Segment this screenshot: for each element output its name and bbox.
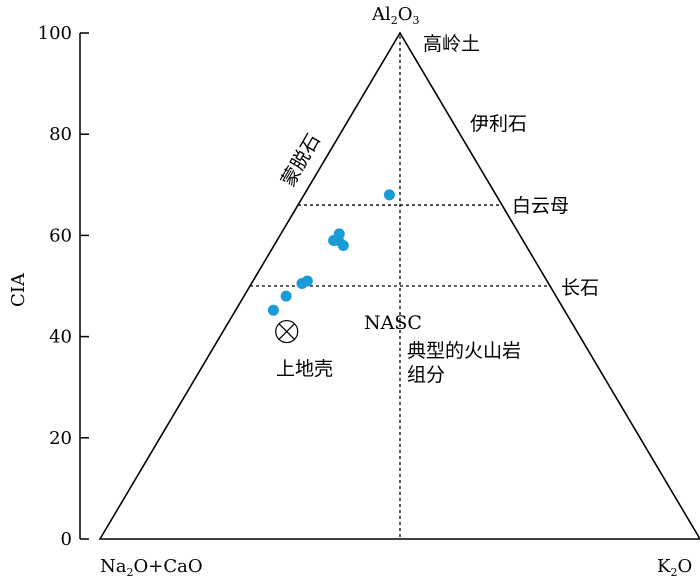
vertex-label-al2o3: Al2O3 xyxy=(371,4,420,27)
muscovite-label: 白云母 xyxy=(512,195,569,217)
typical-igneous-label-line1: 典型的火山岩 xyxy=(407,340,521,362)
y-tick-label: 20 xyxy=(49,428,72,449)
feldspar-label: 长石 xyxy=(561,277,599,299)
vertex-label-na2o-cao: Na2O+CaO xyxy=(100,556,203,579)
sample-point xyxy=(301,275,313,287)
sample-point xyxy=(337,240,349,252)
upper-crust-marker xyxy=(275,319,299,344)
y-axis-label: CIA xyxy=(8,272,29,307)
y-tick-label: 100 xyxy=(38,23,72,44)
vertex-label-k2o: K2O xyxy=(657,556,692,579)
y-tick-label: 40 xyxy=(49,327,72,348)
illite-label: 伊利石 xyxy=(470,113,527,135)
sample-points xyxy=(267,189,395,316)
upper-crust-label: 上地壳 xyxy=(276,358,333,380)
nasc-label: NASC xyxy=(364,312,422,334)
y-tick-label: 0 xyxy=(61,529,72,550)
sample-point xyxy=(267,304,279,316)
typical-igneous-label-line2: 组分 xyxy=(407,364,445,386)
smectite-label: 蒙脱石 xyxy=(277,130,325,190)
kaolinite-label: 高岭土 xyxy=(423,33,480,55)
y-axis-ticks: 0 20 40 60 80 100 xyxy=(38,23,89,550)
y-tick-label: 60 xyxy=(49,225,72,246)
sample-point xyxy=(280,290,292,302)
y-tick-label: 80 xyxy=(49,124,72,145)
sample-point xyxy=(383,189,395,201)
